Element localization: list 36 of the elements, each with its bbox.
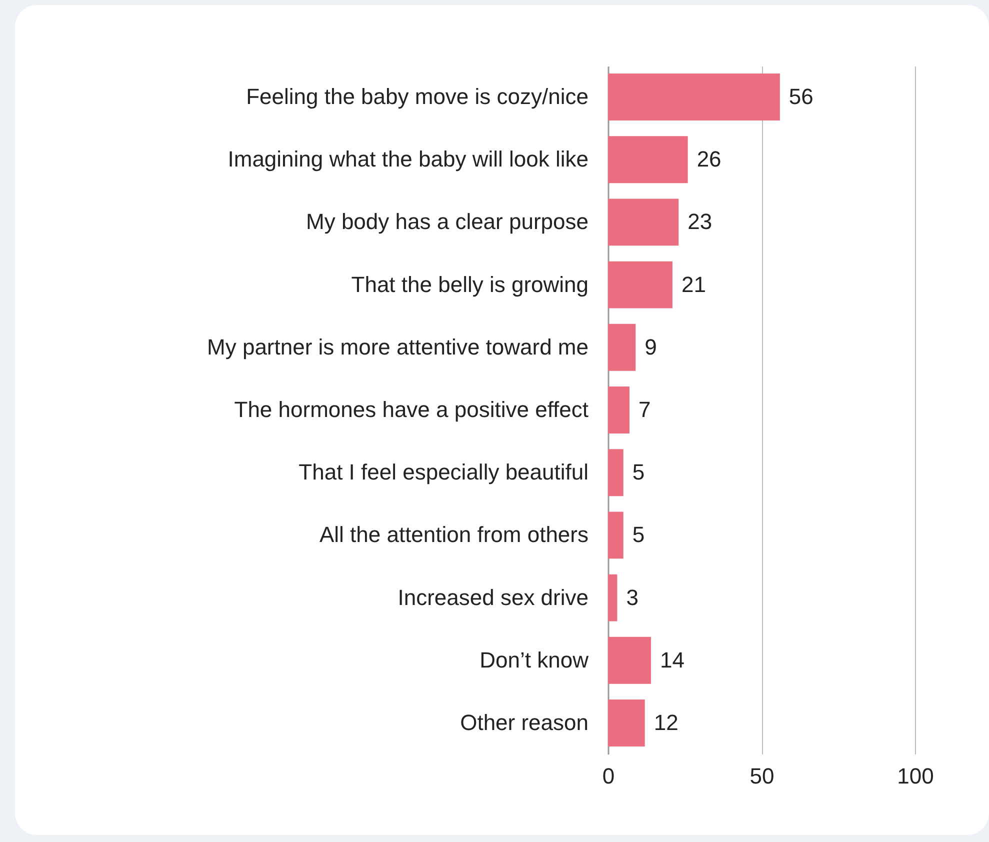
y-tick-label: Increased sex drive: [398, 584, 588, 610]
data-label: 3: [626, 584, 638, 610]
y-tick-label: Imagining what the baby will look like: [228, 146, 588, 172]
data-label: 5: [632, 522, 645, 548]
y-tick-label: That the belly is growing: [351, 272, 588, 297]
bar: [608, 198, 679, 246]
y-tick-label: Other reason: [460, 710, 588, 736]
data-label: 14: [660, 647, 684, 672]
data-label: 56: [788, 84, 814, 109]
bar: [608, 261, 672, 308]
bar: [608, 700, 645, 746]
bar: [608, 74, 780, 120]
y-tick-label: My partner is more attentive toward me: [207, 334, 588, 360]
bar: [608, 512, 624, 559]
x-tick-label: 50: [750, 764, 774, 788]
y-tick-label: My body has a clear purpose: [306, 209, 588, 234]
y-tick-label: All the attention from others: [319, 522, 588, 548]
y-tick-label: Feeling the baby move is cozy/nice: [246, 84, 588, 109]
bar: [608, 324, 636, 371]
data-label: 5: [632, 460, 645, 485]
data-label: 9: [644, 334, 657, 360]
y-tick-label: That I feel especially beautiful: [298, 460, 588, 485]
data-label: 21: [681, 272, 706, 297]
bar: [608, 574, 618, 622]
bar: [608, 449, 624, 496]
bar: [608, 636, 651, 684]
data-label: 12: [654, 710, 678, 736]
x-tick-label: 0: [602, 764, 615, 788]
bar: [608, 136, 688, 184]
data-label: 26: [696, 146, 722, 172]
y-tick-label: Don’t know: [480, 647, 589, 672]
y-tick-label: The hormones have a positive effect: [234, 397, 588, 422]
data-label: 7: [638, 397, 651, 422]
bar: [608, 386, 630, 434]
x-tick-label: 100: [897, 764, 934, 788]
data-label: 23: [688, 209, 712, 234]
